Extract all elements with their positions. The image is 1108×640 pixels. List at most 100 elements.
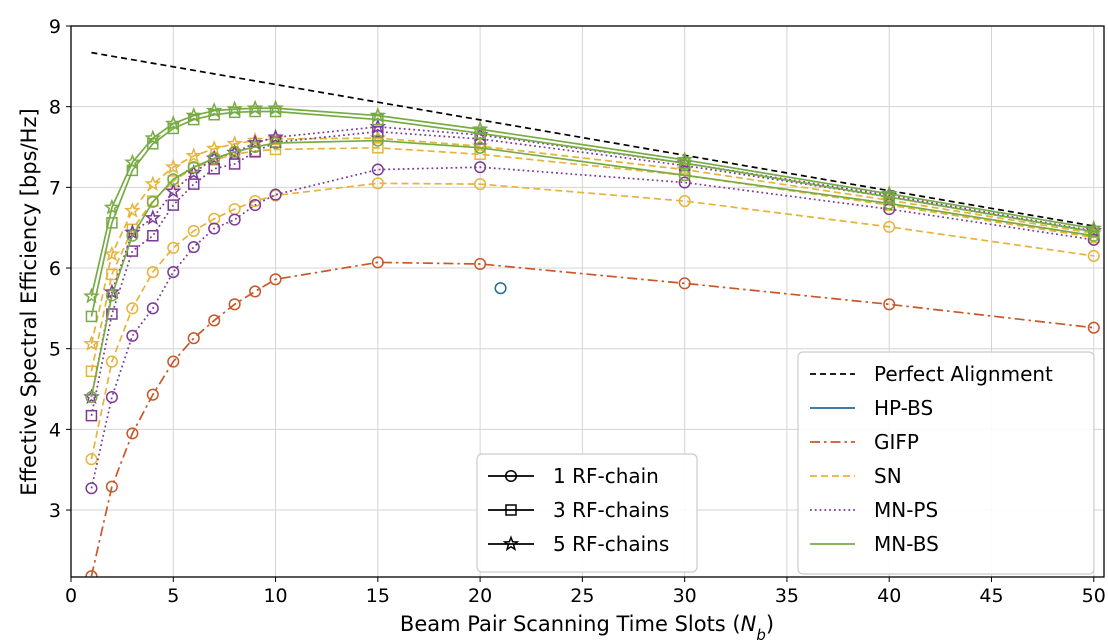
- data-point-marker: [167, 266, 180, 279]
- legend-item: HP-BS: [810, 396, 933, 420]
- x-tick-label: 5: [167, 585, 179, 607]
- data-point-marker: [880, 185, 898, 201]
- data-point-marker: [167, 173, 180, 186]
- data-point-marker: [228, 145, 241, 158]
- data-point-marker: [228, 106, 241, 119]
- data-point-marker: [103, 198, 121, 215]
- data-point-marker: [164, 114, 182, 131]
- x-tick-label: 25: [570, 585, 594, 607]
- x-tick-label: 30: [673, 585, 697, 607]
- data-point-marker: [85, 453, 98, 466]
- legend-item: GIFP: [810, 430, 919, 454]
- series-line: [90, 166, 1094, 489]
- data-point-marker: [146, 302, 159, 315]
- x-axis-label: Beam Pair Scanning Time Slots (Nb): [400, 612, 774, 640]
- legend-label: 5 RF-chains: [553, 532, 669, 556]
- data-point-marker: [678, 169, 691, 182]
- data-point-marker: [126, 329, 139, 342]
- data-point-marker: [185, 147, 203, 163]
- data-point-marker: [474, 257, 487, 271]
- y-tick-label: 9: [49, 16, 61, 38]
- data-point-marker: [228, 298, 241, 311]
- data-point-marker: [228, 158, 241, 170]
- data-point-marker: [474, 161, 487, 174]
- data-point-marker: [146, 388, 159, 401]
- legend-rf-chains-box: [476, 453, 698, 573]
- data-point-marker: [164, 182, 182, 199]
- data-point-marker: [678, 157, 691, 169]
- data-point-marker: [208, 212, 221, 225]
- legend-label: HP-BS: [874, 396, 933, 420]
- legend-label: MN-BS: [874, 532, 939, 556]
- data-point-marker: [187, 332, 200, 345]
- data-point-marker: [1085, 219, 1103, 236]
- y-axis-label: Effective Spectral Efficiency [bps/Hz]: [17, 108, 41, 495]
- data-point-marker: [85, 310, 98, 323]
- data-point-marker: [267, 128, 284, 145]
- data-point-marker: [883, 197, 896, 210]
- data-point-marker: [372, 125, 384, 138]
- x-tick-label: 35: [775, 585, 799, 607]
- data-point-marker: [144, 209, 162, 226]
- data-point-marker: [167, 199, 180, 211]
- data-point-marker: [883, 191, 895, 203]
- data-point-marker: [126, 229, 139, 242]
- data-point-marker: [269, 188, 282, 201]
- data-point-marker: [883, 220, 896, 233]
- data-point-marker: [228, 213, 241, 226]
- data-point-marker: [474, 127, 486, 140]
- data-point-marker: [105, 289, 118, 302]
- x-tick-label: 50: [1082, 585, 1106, 607]
- hp-bs-data-point: [494, 282, 507, 295]
- data-point-marker: [187, 224, 200, 237]
- data-point-marker: [208, 314, 221, 327]
- data-point-marker: [474, 141, 487, 154]
- legend-rf-chains: 1 RF-chain 3 RF-chains 5 RF-chains: [476, 453, 698, 573]
- plot-area: [83, 51, 1103, 577]
- data-point-marker: [124, 202, 141, 218]
- x-axis-label-symbol: N: [741, 612, 757, 636]
- data-point-marker: [676, 151, 693, 167]
- x-axis-label-subscript: b: [756, 626, 766, 640]
- data-point-marker: [146, 195, 159, 208]
- x-tick-label: 15: [366, 585, 390, 607]
- series-sn-circle: [85, 177, 1100, 466]
- legend-marker: [504, 469, 518, 483]
- legend-item: 3 RF-chains: [488, 498, 669, 522]
- data-point-marker: [85, 570, 98, 577]
- data-point-marker: [185, 106, 203, 123]
- data-point-marker: [106, 308, 118, 320]
- series-line: [90, 130, 1094, 416]
- data-point-marker: [106, 217, 118, 229]
- data-point-marker: [187, 178, 200, 190]
- x-tick-label: 20: [468, 585, 492, 607]
- x-axis-label-text: Beam Pair Scanning Time Slots (: [400, 612, 741, 636]
- series-line: [90, 146, 1094, 372]
- data-point-marker: [205, 101, 223, 118]
- legend-label: 1 RF-chain: [553, 464, 659, 488]
- data-point-marker: [269, 143, 282, 156]
- legend-item: 1 RF-chain: [488, 464, 659, 488]
- data-point-marker: [126, 427, 139, 440]
- data-point-marker: [267, 99, 284, 116]
- data-point-marker: [164, 158, 182, 175]
- legend-methods-box: [797, 351, 1095, 575]
- series-line: [90, 182, 1094, 460]
- series-gifp-circle: [85, 256, 1100, 577]
- series-line: [90, 139, 1094, 398]
- data-point-marker: [167, 355, 180, 368]
- data-point-marker: [371, 256, 384, 269]
- series-mn-bs-circle: [85, 134, 1100, 404]
- data-point-marker: [208, 222, 221, 235]
- data-point-marker: [208, 108, 220, 121]
- data-point-marker: [208, 152, 221, 165]
- legend-methods: Perfect Alignment HP-BS GIFP SN MN-PS MN-BS: [797, 351, 1095, 575]
- data-point-marker: [105, 480, 118, 493]
- data-point-marker: [246, 131, 264, 148]
- data-point-marker: [249, 285, 262, 298]
- legend-item: 5 RF-chains: [488, 532, 669, 556]
- data-point-marker: [246, 134, 264, 151]
- series-mn-ps-circle: [85, 161, 1100, 495]
